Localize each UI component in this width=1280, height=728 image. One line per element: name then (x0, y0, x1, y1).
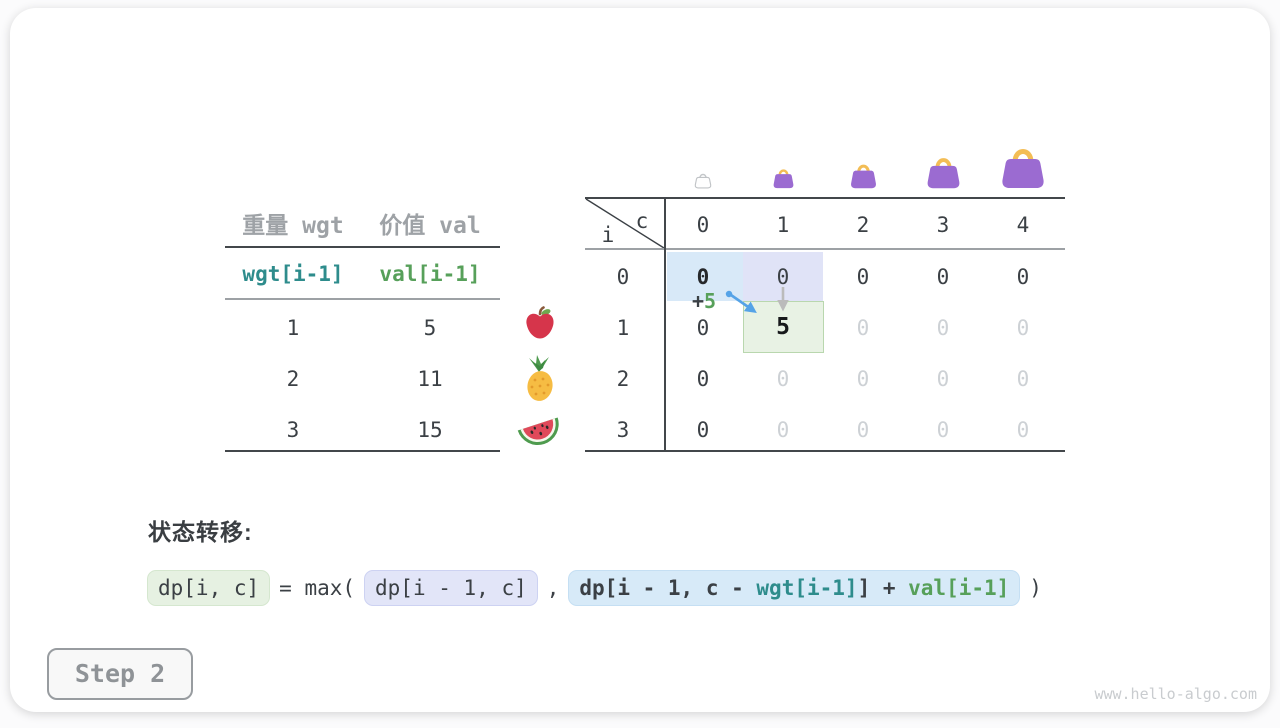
items-val-index-label: val[i-1] (379, 262, 481, 286)
dp-cell-0-4: 0 (1016, 265, 1030, 289)
formula-close: ) (1029, 576, 1042, 600)
dp-cell-3-0: 0 (696, 418, 710, 442)
dp-cell-1-4: 0 (1016, 316, 1030, 340)
formula-arg1: dp[i - 1, c] (364, 570, 538, 606)
dp-cell-1-1: 5 (776, 314, 790, 340)
pineapple-icon (527, 355, 553, 401)
site-watermark: www.hello-algo.com (1094, 685, 1257, 703)
dp-table-vertical-rule (664, 197, 666, 452)
formula-lhs: dp[i, c] (147, 570, 271, 606)
items-table-mid-rule (225, 298, 500, 300)
items-weight-header: 重量 wgt (242, 213, 344, 239)
dp-cell-1-3: 0 (936, 316, 950, 340)
dp-col-header-3: 3 (936, 213, 950, 237)
dp-col-header-1: 1 (776, 213, 790, 237)
added-value: 5 (704, 289, 717, 313)
dp-cell-2-3: 0 (936, 367, 950, 391)
bag-icon-capacity-3 (927, 158, 960, 189)
formula-arg2-middle: ] + (857, 576, 909, 600)
item-1-value: 5 (423, 316, 437, 340)
dp-corner-row-label: i (601, 223, 615, 247)
items-table-bottom-rule (225, 450, 500, 452)
dp-cell-0-1: 0 (776, 265, 790, 289)
formula-arg2-wgt: wgt[i-1] (756, 576, 858, 600)
bag-icon-capacity-2 (851, 164, 876, 189)
bag-icon-capacity-1 (773, 169, 794, 189)
dp-table-bottom-rule (585, 450, 1065, 452)
bag-icon-capacity-0 (694, 173, 712, 189)
dp-cell-1-0: 0 (696, 316, 710, 340)
dp-col-header-0: 0 (696, 213, 710, 237)
bag-icon-capacity-4 (1002, 149, 1044, 188)
dp-cell-2-0: 0 (696, 367, 710, 391)
dp-cell-3-4: 0 (1016, 418, 1030, 442)
apple-icon (526, 306, 554, 339)
formula-arg2-prefix: dp[i - 1, c - (579, 576, 757, 600)
dp-cell-3-1: 0 (776, 418, 790, 442)
dp-table-top-rule (585, 197, 1065, 199)
dp-cell-0-0: 0 (696, 265, 710, 289)
step-badge: Step 2 (47, 648, 193, 700)
formula-arg2: dp[i - 1, c - wgt[i-1]] + val[i-1] (568, 570, 1021, 606)
dp-cell-1-2: 0 (856, 316, 870, 340)
state-transition-formula: dp[i, c] = max( dp[i - 1, c] , dp[i - 1,… (147, 570, 1042, 606)
dp-row-header-2: 2 (616, 367, 630, 391)
dp-col-header-2: 2 (856, 213, 870, 237)
dp-cell-2-1: 0 (776, 367, 790, 391)
items-table-top-rule (225, 246, 500, 248)
dp-cell-2-2: 0 (856, 367, 870, 391)
dp-cell-2-4: 0 (1016, 367, 1030, 391)
item-2-value: 11 (417, 367, 443, 391)
items-value-header: 价值 val (379, 213, 481, 239)
figure-card: 重量 wgt 价值 val wgt[i-1] val[i-1] 1 5 2 11… (10, 8, 1270, 712)
transition-add-annotation: +5 (692, 289, 716, 313)
plus-sign: + (692, 289, 705, 313)
item-3-value: 15 (417, 418, 443, 442)
dp-col-header-4: 4 (1016, 213, 1030, 237)
item-1-weight: 1 (286, 316, 300, 340)
state-transition-label: 状态转移: (148, 519, 253, 545)
formula-arg2-val: val[i-1] (908, 576, 1010, 600)
dp-cell-3-3: 0 (936, 418, 950, 442)
dp-table-header-rule (585, 248, 1065, 250)
formula-separator: , (546, 576, 560, 600)
dp-row-header-1: 1 (616, 316, 630, 340)
dp-row-header-0: 0 (616, 265, 630, 289)
dp-row-header-3: 3 (616, 418, 630, 442)
item-2-weight: 2 (286, 367, 300, 391)
dp-cell-3-2: 0 (856, 418, 870, 442)
formula-equals: = max( (279, 576, 356, 600)
item-3-weight: 3 (286, 418, 300, 442)
watermelon-icon (517, 417, 559, 446)
items-wgt-index-label: wgt[i-1] (242, 262, 344, 286)
dp-cell-0-3: 0 (936, 265, 950, 289)
dp-cell-0-2: 0 (856, 265, 870, 289)
